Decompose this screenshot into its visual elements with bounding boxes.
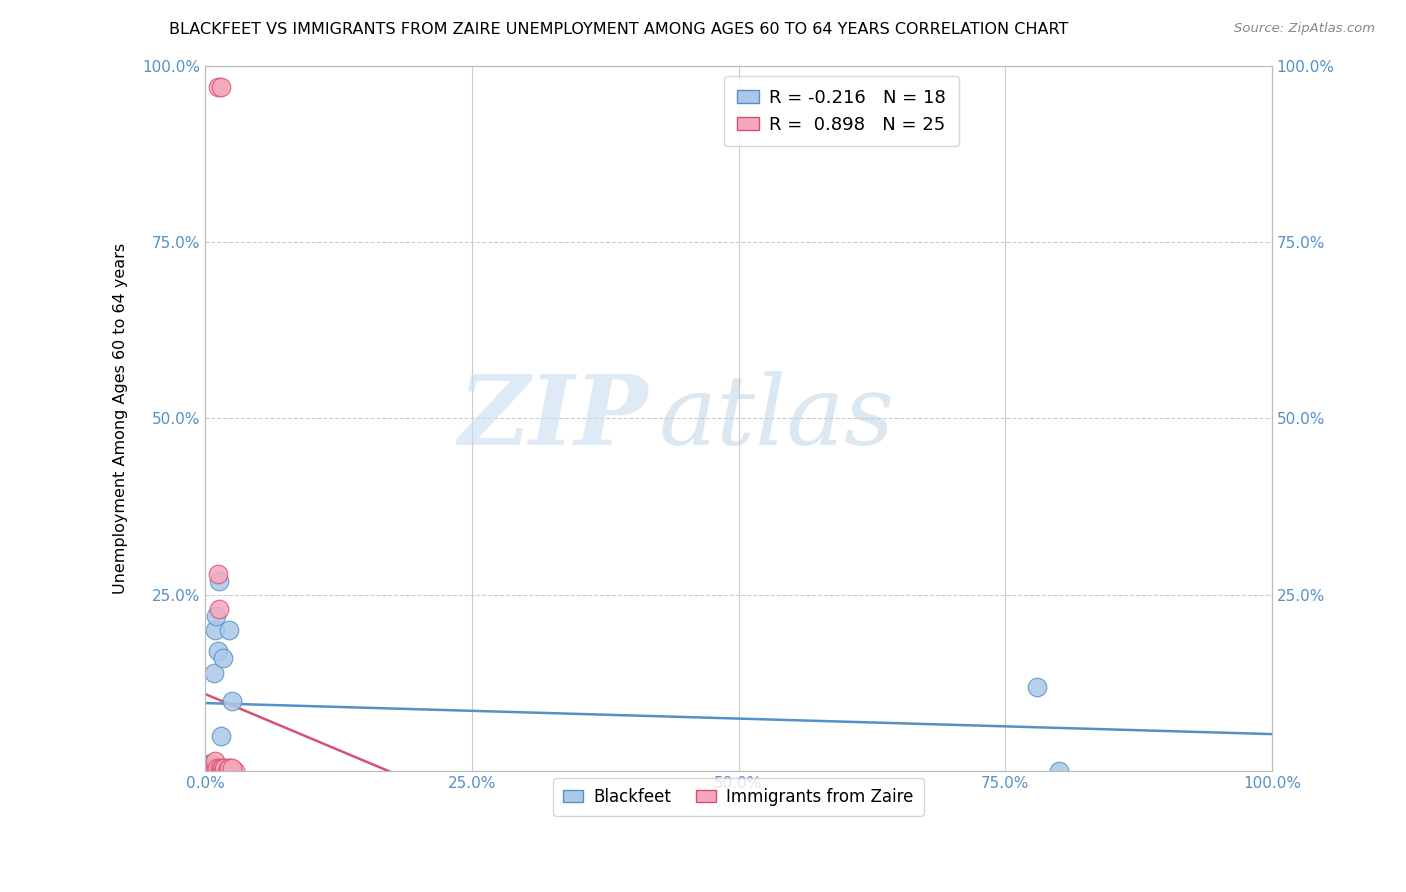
Point — [214, 761, 236, 775]
Point — [195, 761, 218, 775]
Point — [224, 764, 246, 779]
Point — [198, 764, 221, 779]
Point — [221, 764, 243, 779]
Point — [1026, 680, 1049, 694]
Point — [197, 761, 219, 775]
Point — [208, 574, 231, 588]
Point — [198, 764, 221, 779]
Y-axis label: Unemployment Among Ages 60 to 64 years: Unemployment Among Ages 60 to 64 years — [114, 243, 128, 594]
Text: BLACKFEET VS IMMIGRANTS FROM ZAIRE UNEMPLOYMENT AMONG AGES 60 TO 64 YEARS CORREL: BLACKFEET VS IMMIGRANTS FROM ZAIRE UNEMP… — [169, 22, 1069, 37]
Legend: Blackfeet, Immigrants from Zaire: Blackfeet, Immigrants from Zaire — [554, 778, 924, 816]
Point — [209, 79, 232, 94]
Point — [208, 602, 231, 616]
Point — [205, 764, 228, 779]
Point — [211, 761, 233, 775]
Point — [197, 757, 219, 772]
Point — [200, 757, 222, 772]
Point — [195, 761, 218, 775]
Point — [205, 609, 228, 624]
Point — [205, 761, 228, 775]
Point — [218, 761, 240, 775]
Point — [215, 764, 238, 779]
Point — [209, 761, 232, 775]
Point — [221, 761, 243, 775]
Point — [212, 761, 235, 775]
Point — [212, 764, 235, 779]
Point — [204, 624, 226, 638]
Point — [200, 757, 222, 772]
Point — [201, 761, 224, 775]
Point — [200, 764, 222, 779]
Point — [207, 566, 229, 581]
Point — [204, 754, 226, 768]
Point — [201, 761, 224, 775]
Point — [202, 665, 225, 680]
Point — [207, 644, 229, 658]
Text: atlas: atlas — [658, 371, 894, 466]
Point — [209, 729, 232, 743]
Point — [202, 764, 225, 779]
Text: Source: ZipAtlas.com: Source: ZipAtlas.com — [1234, 22, 1375, 36]
Point — [221, 694, 243, 708]
Point — [218, 761, 240, 775]
Point — [1047, 764, 1070, 779]
Point — [200, 764, 222, 779]
Point — [207, 79, 229, 94]
Point — [209, 764, 232, 779]
Text: ZIP: ZIP — [458, 371, 648, 466]
Point — [218, 624, 240, 638]
Point — [212, 651, 235, 665]
